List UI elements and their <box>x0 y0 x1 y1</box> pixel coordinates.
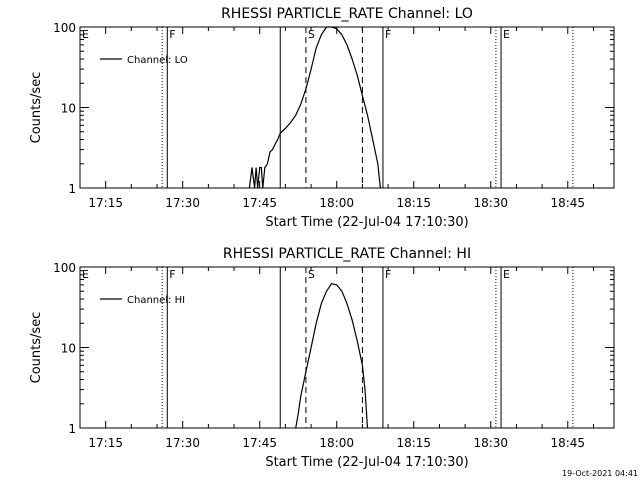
event-marker-label: E <box>503 28 510 41</box>
x-tick-label: 18:00 <box>319 196 354 210</box>
x-tick-label: 18:30 <box>473 436 508 450</box>
x-tick-label: 18:00 <box>319 436 354 450</box>
event-marker-label: F <box>385 28 391 41</box>
x-tick-label: 17:30 <box>165 196 200 210</box>
event-marker-label: S <box>308 268 315 281</box>
x-tick-label: 18:15 <box>396 196 431 210</box>
event-marker-label: F <box>169 268 175 281</box>
plot-frame <box>79 26 615 189</box>
series-line <box>248 26 381 189</box>
x-tick-label: 18:45 <box>550 436 585 450</box>
y-axis-label: Counts/sec <box>29 72 44 144</box>
chart-title: RHESSI PARTICLE_RATE Channel: LO <box>221 6 473 22</box>
x-tick-label: 17:15 <box>88 196 123 210</box>
plot-frame <box>79 266 615 429</box>
legend-label: Channel: LO <box>127 55 188 66</box>
event-marker-label: E <box>82 28 89 41</box>
x-tick-label: 17:15 <box>88 436 123 450</box>
event-marker-label: S <box>308 28 315 41</box>
y-tick-label: 100 <box>53 21 76 35</box>
chart-title: RHESSI PARTICLE_RATE Channel: HI <box>223 246 471 262</box>
footer-timestamp: 19-Oct-2021 04:41 <box>562 469 638 478</box>
y-tick-label: 1 <box>68 182 76 196</box>
x-tick-label: 18:15 <box>396 436 431 450</box>
y-tick-label: 100 <box>53 261 76 275</box>
y-tick-label: 10 <box>61 342 76 356</box>
y-axis-label: Counts/sec <box>29 312 44 384</box>
event-marker-label: E <box>82 268 89 281</box>
x-tick-label: 18:45 <box>550 196 585 210</box>
y-tick-label: 10 <box>61 102 76 116</box>
x-axis-label: Start Time (22-Jul-04 17:10:30) <box>265 215 468 230</box>
y-tick-label: 1 <box>68 422 76 436</box>
x-tick-label: 17:30 <box>165 436 200 450</box>
event-marker-label: F <box>385 268 391 281</box>
x-tick-label: 18:30 <box>473 196 508 210</box>
panel-hi: RHESSI PARTICLE_RATE Channel: HI 17:15 17:… <box>29 246 615 470</box>
event-marker-label: F <box>169 28 175 41</box>
x-tick-label: 17:45 <box>242 196 277 210</box>
x-axis-label: Start Time (22-Jul-04 17:10:30) <box>265 455 468 470</box>
legend-label: Channel: HI <box>127 295 185 306</box>
event-marker-label: E <box>503 268 510 281</box>
panel-lo: RHESSI PARTICLE_RATE Channel: LO 17:15 17:… <box>29 6 615 230</box>
series-line <box>295 283 369 429</box>
x-tick-label: 17:45 <box>242 436 277 450</box>
